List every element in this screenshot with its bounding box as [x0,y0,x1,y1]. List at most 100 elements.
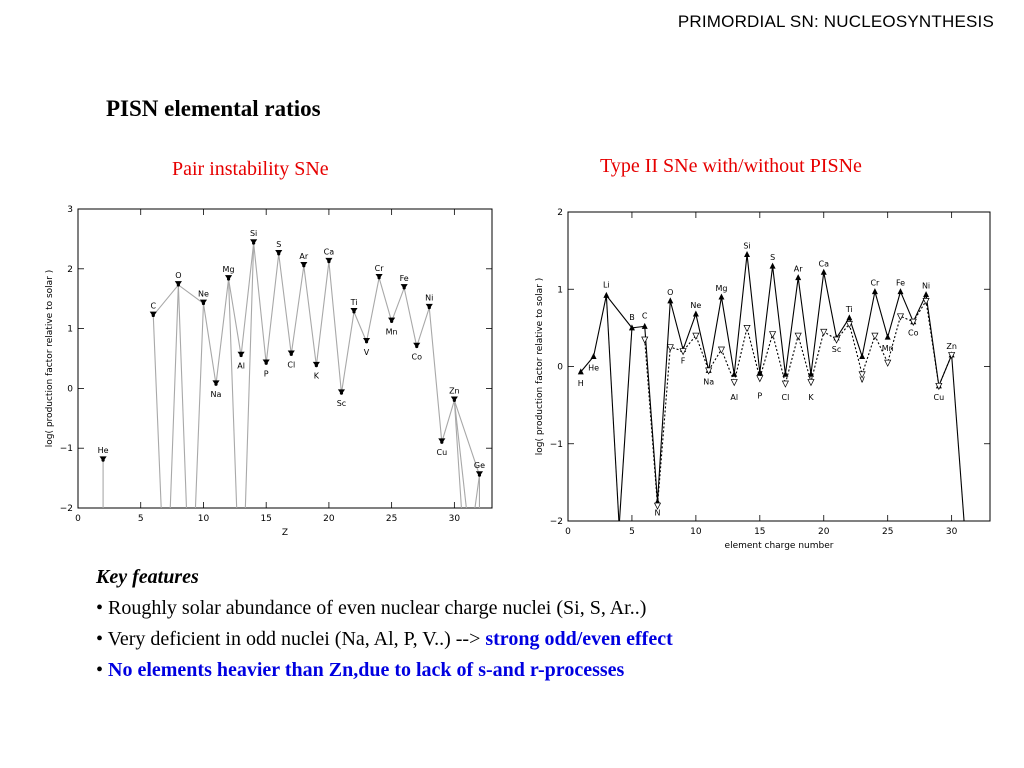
data-point [859,352,866,359]
data-point [744,250,751,257]
element-label: Cl [781,393,789,402]
data-point [935,382,943,391]
element-label: Na [703,377,714,386]
slide-title: PISN elemental ratios [106,96,321,121]
data-point [884,333,891,340]
data-point-dot [201,301,206,306]
element-label: S [770,253,775,262]
y-tick-label: 3 [67,205,73,215]
type2-chart: 0 5 10 15 20 25 30 −2 −1 0 1 2 element charge number… [535,208,991,551]
data-point [641,336,649,344]
feature-item-2: • Very deficient in odd nuclei (Na, Al, … [96,624,673,655]
axes: 0 5 10 15 20 25 30 −2 −1 0 1 2 element charge number… [535,208,991,551]
bullet: • [96,659,104,681]
data-point [654,498,661,505]
caption-right: Type II SNe with/without PISNe [600,155,862,177]
data-point-dot [264,361,268,365]
x-tick-label: 5 [629,527,635,537]
element-label: P [264,369,269,378]
x-tick-label: 10 [198,514,210,524]
x-tick-label: 0 [565,527,571,537]
series-drop [605,295,620,521]
element-label: K [314,372,320,381]
element-label: N [655,509,661,518]
series-1 [580,254,965,521]
y-axis-label: log( production factor relative to solar… [45,270,55,448]
series-line [580,254,953,502]
x-axis-label: element charge number [725,541,834,551]
data-point [795,274,802,281]
x-axis-label: Z [282,528,288,538]
data-point [705,367,713,375]
data-point [603,291,610,298]
data-point-dot [390,319,394,324]
data-point [922,297,930,306]
series-line [644,299,953,506]
data-point-dot [402,286,406,290]
data-point-dot [339,391,344,395]
feature-item-3: • No elements heavier than Zn,due to lac… [96,655,673,686]
data-point [781,380,789,388]
element-label: Cu [934,393,945,402]
data-point-dot [214,382,218,386]
element-label: Ni [425,294,433,303]
features-heading: Key features [96,566,199,588]
element-label: V [859,375,865,384]
series-dip [177,284,205,508]
data-point-dot [440,440,444,444]
series-drop [951,354,965,521]
data-point [769,331,777,339]
element-label: H [578,379,584,388]
x-tick-label: 25 [882,527,893,537]
y-tick-label: 2 [67,265,73,275]
data-point-dot [415,344,419,349]
feature-text-3: No elements heavier than Zn,due to lack … [108,659,625,681]
data-point-dot [477,473,482,477]
element-label: Si [250,229,257,238]
data-point [909,318,917,326]
x-tick-label: 15 [260,514,271,524]
element-label: Cl [287,360,295,369]
element-label: Si [743,241,750,250]
data-point-dot [427,306,431,310]
element-label: Ca [819,259,830,268]
element-label: Fe [400,274,409,283]
data-point [845,321,853,329]
element-label: Al [237,362,245,371]
data-point [884,359,892,367]
data-point [794,332,802,340]
element-label: Mg [715,284,727,293]
data-point [820,328,828,337]
x-tick-label: 10 [690,527,702,537]
series-dip [152,284,179,508]
element-label: Co [908,329,919,338]
data-point-dot [302,264,306,268]
data-point [641,322,648,329]
element-label: Ar [299,252,308,261]
element-label: B [629,313,635,322]
element-label: Al [730,393,738,402]
series-drop [453,400,467,508]
data-point [832,336,841,344]
element-label: K [808,393,814,402]
key-features: Key features • Roughly solar abundance o… [96,562,673,686]
data-point-dot [252,241,256,245]
data-point [667,297,674,304]
element-label: Zn [946,342,957,351]
element-label: Na [211,390,222,399]
data-point [846,314,853,321]
data-point [858,371,866,379]
element-label: Ar [794,265,803,274]
element-label: V [364,348,370,357]
data-point [718,293,725,300]
data-point-dot [176,283,180,287]
data-point [896,313,905,321]
element-label: He [588,363,599,372]
element-label: Sc [337,399,346,408]
x-tick-label: 0 [75,514,81,524]
x-tick-label: 25 [386,514,397,524]
element-label: Ge [474,461,485,470]
element-label: F [681,357,686,366]
